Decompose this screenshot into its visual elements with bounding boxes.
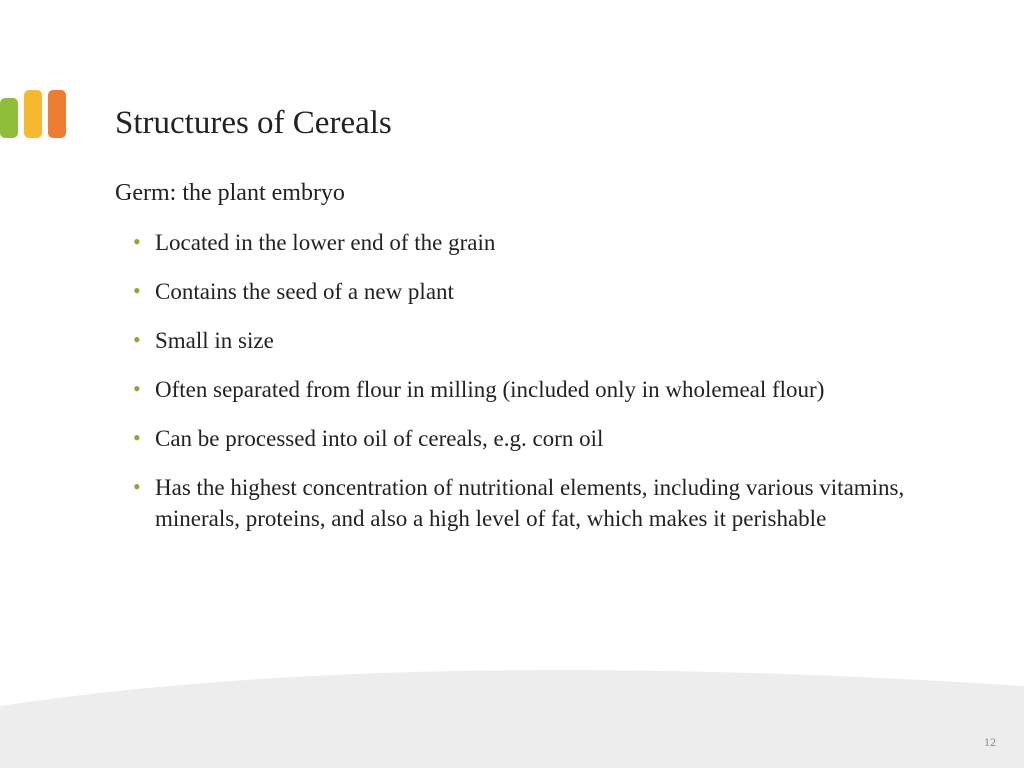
list-item: Small in size bbox=[135, 325, 964, 356]
accent-tab-3 bbox=[48, 90, 66, 138]
list-item: Located in the lower end of the grain bbox=[135, 227, 964, 258]
accent-tab-1 bbox=[0, 98, 18, 138]
list-item: Often separated from flour in milling (i… bbox=[135, 374, 964, 405]
slide-content: Structures of Cereals Germ: the plant em… bbox=[115, 105, 964, 552]
bullet-list: Located in the lower end of the grain Co… bbox=[115, 227, 964, 534]
footer-swoosh bbox=[0, 628, 1024, 768]
slide-title: Structures of Cereals bbox=[115, 105, 964, 142]
accent-tab-2 bbox=[24, 90, 42, 138]
page-number: 12 bbox=[984, 735, 996, 750]
list-item: Contains the seed of a new plant bbox=[135, 276, 964, 307]
accent-tabs bbox=[0, 90, 66, 138]
slide-subtitle: Germ: the plant embryo bbox=[115, 180, 964, 207]
list-item: Can be processed into oil of cereals, e.… bbox=[135, 423, 964, 454]
list-item: Has the highest concentration of nutriti… bbox=[135, 472, 964, 534]
